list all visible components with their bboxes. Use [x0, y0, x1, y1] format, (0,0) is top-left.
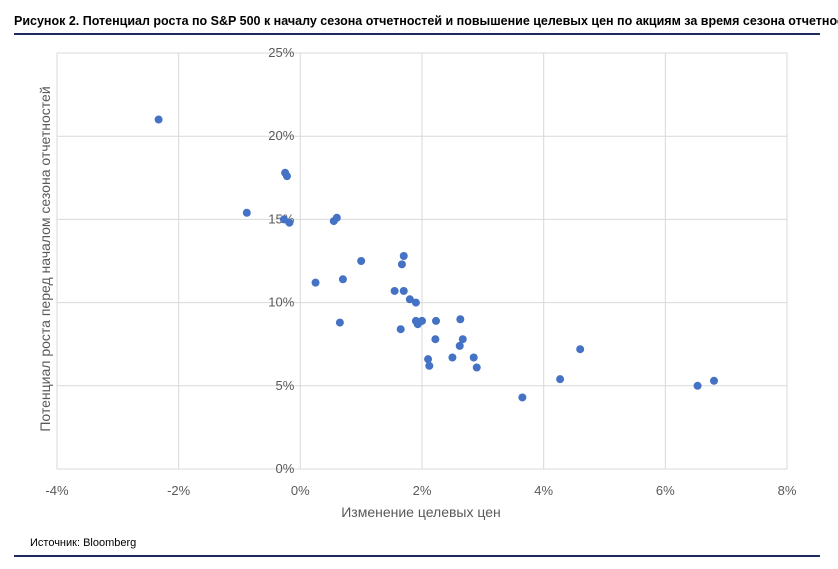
data-point [431, 316, 440, 325]
x-tick-label: 6% [656, 483, 675, 498]
data-point [154, 115, 163, 124]
data-point [357, 257, 366, 265]
data-point [472, 363, 481, 372]
x-tick-label: 2% [413, 483, 432, 498]
y-tick-label: 10% [268, 295, 294, 310]
data-point [405, 295, 414, 304]
data-point [396, 325, 405, 334]
data-point [390, 286, 399, 295]
data-point [332, 213, 341, 222]
data-point [693, 381, 702, 390]
data-point [448, 353, 457, 362]
data-point [411, 298, 420, 307]
top-divider [14, 33, 820, 35]
data-point [242, 208, 251, 217]
y-tick-label: 20% [268, 128, 294, 143]
y-axis-ticks: 0%5%10%15%20%25% [268, 45, 294, 476]
bottom-divider [14, 555, 820, 557]
data-point [456, 315, 465, 324]
grid-lines [56, 52, 788, 470]
y-tick-label: 25% [268, 45, 294, 60]
data-point [469, 353, 478, 362]
source-note: Источник: Bloomberg [30, 537, 137, 549]
data-point [576, 345, 585, 354]
x-tick-label: 4% [534, 483, 553, 498]
x-axis-ticks: -4% -2% 0% 2% 4% 6% 8% [45, 483, 796, 498]
data-point [397, 260, 406, 269]
data-point [418, 316, 426, 325]
data-point [710, 376, 718, 385]
data-point [335, 318, 344, 327]
data-points [154, 115, 718, 402]
data-point [311, 278, 320, 287]
data-point [424, 355, 433, 364]
figure-title: Рисунок 2. Потенциал роста по S&P 500 к … [14, 14, 838, 28]
x-tick-label: 8% [778, 483, 797, 498]
data-point [556, 375, 565, 384]
y-axis-title: Потенциал роста перед началом сезона отч… [37, 86, 53, 431]
data-point [282, 172, 291, 181]
x-axis-title: Изменение целевых цен [341, 504, 501, 520]
data-point [455, 341, 464, 350]
data-point [518, 393, 527, 402]
x-tick-label: 0% [291, 483, 310, 498]
data-point [399, 252, 408, 261]
data-point [431, 335, 440, 344]
y-tick-label: 5% [276, 378, 295, 393]
data-point [285, 218, 294, 227]
data-point [399, 286, 408, 295]
data-point [425, 361, 434, 370]
data-point [338, 275, 347, 284]
x-tick-label: -2% [167, 483, 191, 498]
x-tick-label: -4% [45, 483, 69, 498]
data-point [458, 335, 467, 344]
y-tick-label: 0% [276, 461, 295, 476]
